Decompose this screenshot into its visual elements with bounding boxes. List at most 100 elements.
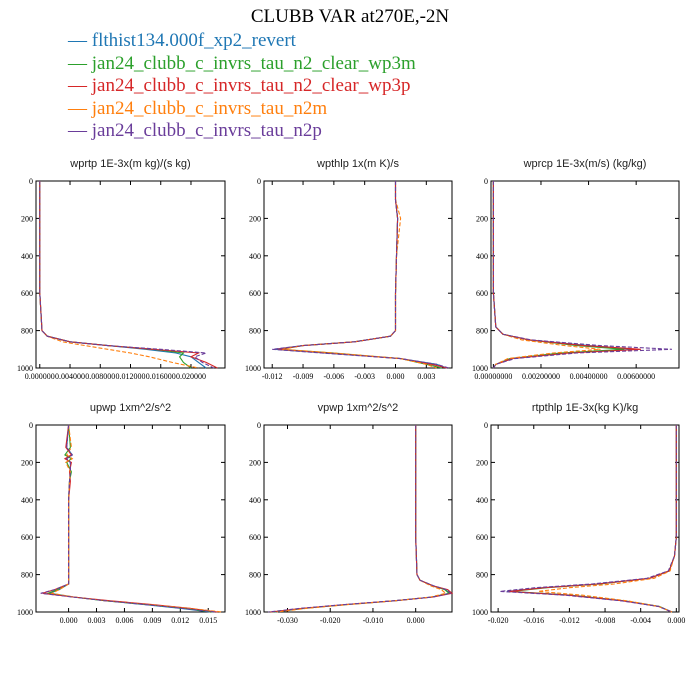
x-tick-label: 0.020000: [176, 372, 206, 381]
series-line: [492, 181, 641, 369]
legend-line-marker: —: [68, 97, 92, 119]
series-line: [50, 424, 223, 613]
x-tick-label: -0.030: [277, 616, 298, 625]
series-line: [499, 425, 677, 613]
series-line: [277, 181, 448, 369]
legend-label: jan24_clubb_c_invrs_tau_n2p: [91, 120, 322, 141]
y-tick-label: 800: [249, 327, 261, 336]
series-line: [280, 181, 442, 369]
chart-panel: rtpthlp 1E-3x(kg K)/kg02004006008001000-…: [472, 402, 685, 625]
legend-line-marker: —: [68, 30, 92, 51]
x-tick-label: -0.008: [595, 616, 616, 625]
legend-item: — jan24_clubb_c_invrs_tau_n2_clear_wp3p: [68, 75, 416, 98]
legend-label: jan24_clubb_c_invrs_tau_n2_clear_wp3p: [91, 75, 411, 96]
y-tick-label: 0: [29, 177, 33, 186]
x-tick-label: 0.015: [199, 616, 217, 625]
y-tick-label: 200: [21, 458, 33, 467]
series-line: [492, 181, 601, 369]
x-tick-label: -0.012: [559, 616, 580, 625]
plot-frame: [490, 424, 680, 613]
y-tick-label: 600: [249, 289, 261, 298]
chart-title: rtpthlp 1E-3x(kg K)/kg: [532, 402, 638, 414]
y-tick-label: 200: [249, 458, 261, 467]
page-title: CLUBB VAR at270E,-2N: [250, 6, 450, 27]
series-line: [45, 424, 213, 613]
y-tick-label: 400: [476, 496, 488, 505]
series-line: [274, 181, 448, 369]
series-line: [268, 425, 452, 613]
y-tick-label: 800: [476, 571, 488, 580]
legend-line-marker: —: [68, 52, 92, 74]
x-tick-label: 0.012: [171, 616, 189, 625]
x-tick-label: 0.006: [115, 616, 133, 625]
chart-panel: wpthlp 1x(m K)/s 0 200 400 600 800 1000-0.012 -…: [245, 158, 453, 381]
y-tick-label: 0: [484, 421, 488, 430]
plot-frame: [263, 180, 453, 369]
legend-item: — jan24_clubb_c_invrs_tau_n2m: [68, 98, 416, 121]
series-line: [492, 181, 672, 369]
y-tick-label: 200: [476, 458, 488, 467]
y-tick-label: 400: [21, 496, 33, 505]
legend-item: — flthist134.000f_xp2_revert: [68, 30, 416, 53]
x-tick-label: -0.012: [262, 372, 283, 381]
x-tick-label: 0.012000: [116, 372, 146, 381]
series-line: [282, 181, 437, 369]
x-tick-label: 0.000000: [25, 372, 55, 381]
x-tick-label: -0.003: [354, 372, 375, 381]
chart-title: vpwp 1xm^2/s^2: [318, 402, 399, 414]
x-tick-label: -0.006: [324, 372, 345, 381]
chart-panel: vpwp 1xm^2/s^2 0 200 400 600 800 1000 -0.030 -0.…: [245, 402, 454, 625]
x-tick-label: 0.00000000: [474, 372, 512, 381]
x-tick-label: -0.004: [630, 616, 651, 625]
x-tick-label: 0.008000: [85, 372, 115, 381]
y-tick-label: 0: [484, 177, 488, 186]
series-line: [274, 425, 452, 613]
series-line: [538, 425, 677, 613]
x-tick-label: -0.010: [363, 616, 384, 625]
chart-title: upwp 1xm^2/s^2: [90, 402, 171, 414]
y-tick-label: 600: [249, 533, 261, 542]
legend: — flthist134.000f_xp2_revert — jan24_club…: [68, 30, 416, 143]
y-tick-label: 800: [21, 571, 33, 580]
legend-label: flthist134.000f_xp2_revert: [91, 30, 296, 51]
series-line: [272, 425, 451, 613]
plot-frame: [35, 424, 226, 613]
x-tick-label: -0.020: [320, 616, 341, 625]
y-tick-label: 400: [21, 252, 33, 261]
series-line: [276, 425, 447, 613]
chart-title: wprtp 1E-3x(m kg)/(s kg): [69, 158, 190, 170]
y-tick-label: 200: [21, 214, 33, 223]
y-tick-label: 400: [476, 252, 488, 261]
x-tick-label: 0.000: [667, 616, 685, 625]
series-line: [492, 181, 637, 369]
series-line: [270, 425, 454, 613]
x-tick-label: 0.004000: [55, 372, 85, 381]
legend-line-marker: —: [68, 120, 92, 141]
chart-title: wprcp 1E-3x(m/s) (kg/kg): [523, 158, 647, 170]
x-tick-label: 0.003: [417, 372, 435, 381]
y-tick-label: 800: [476, 327, 488, 336]
y-tick-label: 200: [476, 214, 488, 223]
y-tick-label: 1000: [17, 364, 33, 373]
x-tick-label: -0.016: [523, 616, 544, 625]
y-tick-label: 600: [21, 533, 33, 542]
y-tick-label: 800: [21, 327, 33, 336]
y-tick-label: 600: [476, 289, 488, 298]
x-tick-label: -0.020: [488, 616, 509, 625]
y-tick-label: 600: [21, 289, 33, 298]
legend-line-marker: —: [68, 75, 92, 96]
x-tick-label: 0.00600000: [617, 372, 655, 381]
plot-frame: [490, 180, 680, 369]
x-tick-label: 0.000: [386, 372, 404, 381]
series-line: [272, 181, 450, 369]
y-tick-label: 0: [257, 177, 261, 186]
chart-panel: wprtp 1E-3x(m kg)/(s kg) 0 200 400 600 800 100…: [17, 158, 226, 381]
x-tick-label: 0.016000: [146, 372, 176, 381]
series-line: [40, 424, 216, 613]
y-tick-label: 400: [249, 252, 261, 261]
x-tick-label: 0.000: [407, 616, 425, 625]
y-tick-label: 1000: [245, 364, 261, 373]
y-tick-label: 600: [476, 533, 488, 542]
series-line: [47, 424, 211, 613]
